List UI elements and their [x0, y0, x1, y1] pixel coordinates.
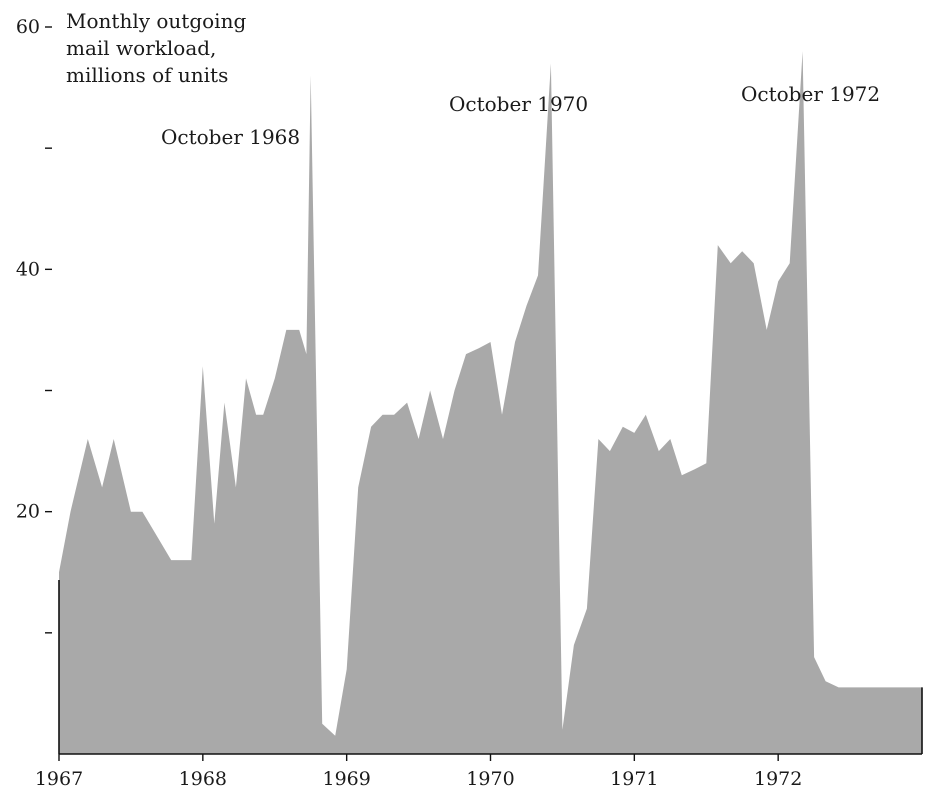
x-tick-label: 1967: [35, 768, 83, 790]
x-tick-label: 1969: [322, 768, 370, 790]
y-tick-label: 20: [16, 501, 40, 523]
annotations: October 1968 October 1970 October 1972: [161, 82, 880, 149]
annotation-oct-1972: October 1972: [741, 82, 880, 106]
area-series: [59, 51, 922, 754]
annotation-oct-1970: October 1970: [449, 92, 588, 116]
x-tick-label: 1971: [610, 768, 658, 790]
chart-title: Monthly outgoing mail workload, millions…: [66, 9, 246, 87]
x-tick-label: 1968: [179, 768, 227, 790]
title-line-1: Monthly outgoing: [66, 9, 246, 33]
annotation-oct-1968: October 1968: [161, 125, 300, 149]
title-line-2: mail workload,: [66, 36, 216, 60]
x-tick-label: 1972: [754, 768, 802, 790]
y-tick-label: 60: [16, 16, 40, 38]
area-fill: [59, 51, 922, 754]
x-tick-label: 1970: [466, 768, 514, 790]
x-ticks: 1967 1968 1969 1970 1971 1972: [35, 754, 802, 790]
y-tick-label: 40: [16, 258, 40, 280]
y-ticks: 60 40 20: [16, 16, 52, 634]
title-line-3: millions of units: [66, 63, 228, 87]
